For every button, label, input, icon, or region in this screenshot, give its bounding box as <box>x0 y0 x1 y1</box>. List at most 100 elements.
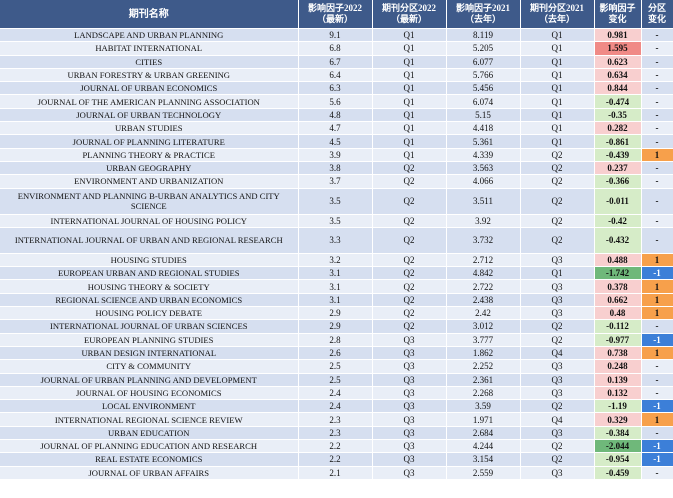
if-2022-cell: 2.5 <box>298 359 373 374</box>
quartile-2021-cell: Q4 <box>520 346 595 361</box>
journal-name-cell: URBAN STUDIES <box>0 121 299 136</box>
table-row[interactable]: EUROPEAN URBAN AND REGIONAL STUDIES 3.1 Q2… <box>0 266 673 281</box>
header-quartile-change[interactable]: 分区 变化 <box>641 0 673 29</box>
quartile-2021-cell: Q3 <box>520 373 595 387</box>
table-row[interactable]: JOURNAL OF PLANNING EDUCATION AND RESEAR… <box>0 439 673 454</box>
quartile-2021-cell: Q1 <box>520 55 595 69</box>
table-row[interactable]: CITIES 6.7 Q1 6.077 Q1 0.623- <box>0 55 673 69</box>
quartile-2021-cell: Q3 <box>520 386 595 401</box>
quartile-2022-cell: Q3 <box>372 373 447 387</box>
if-change-cell: -0.42 <box>594 214 642 228</box>
table-row[interactable]: JOURNAL OF PLANNING LITERATURE 4.5 Q1 5.361… <box>0 134 673 149</box>
if-2022-cell: 3.1 <box>298 279 373 294</box>
table-row[interactable]: INTERNATIONAL JOURNAL OF URBAN AND REGIO… <box>0 227 673 254</box>
table-row[interactable]: JOURNAL OF URBAN PLANNING AND DEVELOPMEN… <box>0 373 673 387</box>
if-change-cell: -0.861 <box>594 134 642 149</box>
header-if-2021[interactable]: 影响因子2021 （去年） <box>446 0 521 29</box>
if-change-cell: 1.595 <box>594 41 642 56</box>
journal-name-cell: INTERNATIONAL JOURNAL OF HOUSING POLICY <box>0 214 299 228</box>
table-row[interactable]: JOURNAL OF URBAN TECHNOLOGY 4.8 Q1 5.15 Q1 -0… <box>0 108 673 123</box>
if-2022-cell: 4.8 <box>298 108 373 123</box>
table-row[interactable]: INTERNATIONAL REGIONAL SCIENCE REVIEW 2.3… <box>0 412 673 427</box>
if-2022-cell: 2.2 <box>298 452 373 467</box>
table-row[interactable]: HOUSING POLICY DEBATE 2.9 Q2 2.42 Q3 0.48 1 <box>0 306 673 321</box>
if-2021-cell: 5.15 <box>446 108 521 123</box>
table-row[interactable]: REGIONAL SCIENCE AND URBAN ECONOMICS 3.1 Q… <box>0 293 673 308</box>
quartile-change-cell: - <box>641 227 673 254</box>
header-if-change[interactable]: 影响因子 变化 <box>594 0 642 29</box>
quartile-change-cell: - <box>641 188 673 215</box>
journal-name-cell: JOURNAL OF URBAN PLANNING AND DEVELOPMEN… <box>0 373 299 387</box>
journal-name-cell: HOUSING THEORY & SOCIETY <box>0 279 299 294</box>
table-row[interactable]: PLANNING THEORY & PRACTICE 3.9 Q1 4.339 Q2 -0… <box>0 148 673 162</box>
if-2021-cell: 2.712 <box>446 253 521 268</box>
table-row[interactable]: URBAN DESIGN INTERNATIONAL 2.6 Q3 1.862 Q4 0.… <box>0 346 673 361</box>
if-2022-cell: 2.4 <box>298 386 373 401</box>
quartile-2022-cell: Q3 <box>372 426 447 441</box>
quartile-2022-cell: Q3 <box>372 412 447 427</box>
quartile-2022-cell: Q1 <box>372 148 447 162</box>
table-row[interactable]: INTERNATIONAL JOURNAL OF HOUSING POLICY 3… <box>0 214 673 228</box>
quartile-2021-cell: Q2 <box>520 148 595 162</box>
header-quartile-2022[interactable]: 期刊分区2022 （最新） <box>372 0 447 29</box>
table-row[interactable]: CITY & COMMUNITY 2.5 Q3 2.252 Q3 0.248- <box>0 359 673 374</box>
table-row[interactable]: HOUSING STUDIES 3.2 Q2 2.712 Q3 0.488 1 <box>0 253 673 268</box>
if-change-cell: -0.35 <box>594 108 642 123</box>
if-change-cell: -0.459 <box>594 466 642 480</box>
table-row[interactable]: URBAN FORESTRY & URBAN GREENING 6.4 Q1 5.76… <box>0 68 673 83</box>
if-change-cell: -0.432 <box>594 227 642 254</box>
table-row[interactable]: JOURNAL OF HOUSING ECONOMICS 2.4 Q3 2.268 Q3… <box>0 386 673 401</box>
quartile-2021-cell: Q2 <box>520 188 595 215</box>
table-row[interactable]: URBAN GEOGRAPHY 3.8 Q2 3.563 Q2 0.237- <box>0 161 673 176</box>
quartile-2022-cell: Q1 <box>372 81 447 96</box>
journal-name-cell: ENVIRONMENT AND URBANIZATION <box>0 174 299 189</box>
table-row[interactable]: INTERNATIONAL JOURNAL OF URBAN SCIENCES 2… <box>0 319 673 334</box>
table-row[interactable]: LOCAL ENVIRONMENT 2.4 Q3 3.59 Q2 -1.19 -1 <box>0 399 673 414</box>
quartile-2021-cell: Q3 <box>520 306 595 321</box>
quartile-change-cell: 1 <box>641 306 673 321</box>
quartile-change-cell: - <box>641 68 673 83</box>
header-quartile-2021[interactable]: 期刊分区2021 （去年） <box>520 0 595 29</box>
if-2021-cell: 5.205 <box>446 41 521 56</box>
quartile-2022-cell: Q2 <box>372 188 447 215</box>
quartile-change-cell: - <box>641 161 673 176</box>
quartile-2022-cell: Q2 <box>372 306 447 321</box>
quartile-2021-cell: Q2 <box>520 399 595 414</box>
table-row[interactable]: HOUSING THEORY & SOCIETY 3.1 Q2 2.722 Q3 0.37… <box>0 279 673 294</box>
header-if-2022[interactable]: 影响因子2022 （最新） <box>298 0 373 29</box>
if-2021-cell: 3.511 <box>446 188 521 215</box>
quartile-2021-cell: Q1 <box>520 108 595 123</box>
if-2022-cell: 3.3 <box>298 227 373 254</box>
if-2022-cell: 9.1 <box>298 28 373 43</box>
quartile-2022-cell: Q3 <box>372 386 447 401</box>
quartile-2021-cell: Q4 <box>520 412 595 427</box>
table-row[interactable]: URBAN STUDIES 4.7 Q1 4.418 Q1 0.282- <box>0 121 673 136</box>
if-2021-cell: 2.268 <box>446 386 521 401</box>
table-row[interactable]: HABITAT INTERNATIONAL 6.8 Q1 5.205 Q1 1.595- <box>0 41 673 56</box>
table-row[interactable]: ENVIRONMENT AND PLANNING B-URBAN ANALYTI… <box>0 188 673 215</box>
if-2022-cell: 3.7 <box>298 174 373 189</box>
if-change-cell: -2.044 <box>594 439 642 454</box>
table-row[interactable]: LANDSCAPE AND URBAN PLANNING 9.1 Q1 8.119 Q1… <box>0 28 673 43</box>
quartile-change-cell: - <box>641 386 673 401</box>
quartile-2021-cell: Q2 <box>520 439 595 454</box>
journal-name-cell: INTERNATIONAL JOURNAL OF URBAN AND REGIO… <box>0 227 299 254</box>
if-change-cell: 0.623 <box>594 55 642 69</box>
table-row[interactable]: URBAN EDUCATION 2.3 Q3 2.684 Q3 -0.384- <box>0 426 673 441</box>
table-row[interactable]: JOURNAL OF THE AMERICAN PLANNING ASSOCIA… <box>0 94 673 109</box>
quartile-2022-cell: Q2 <box>372 293 447 308</box>
if-change-cell: -0.366 <box>594 174 642 189</box>
table-row[interactable]: ENVIRONMENT AND URBANIZATION 3.7 Q2 4.066 Q2… <box>0 174 673 189</box>
table-row[interactable]: EUROPEAN PLANNING STUDIES 2.8 Q3 3.777 Q2 -0.… <box>0 333 673 347</box>
quartile-2022-cell: Q2 <box>372 253 447 268</box>
quartile-change-cell: -1 <box>641 399 673 414</box>
header-journal-name[interactable]: 期刊名称 <box>0 0 299 29</box>
table-row[interactable]: JOURNAL OF URBAN AFFAIRS 2.1 Q3 2.559 Q3 -0.4… <box>0 466 673 480</box>
if-2022-cell: 2.1 <box>298 466 373 480</box>
table-row[interactable]: JOURNAL OF URBAN ECONOMICS 6.3 Q1 5.456 Q1 0.… <box>0 81 673 96</box>
if-change-cell: 0.248 <box>594 359 642 374</box>
quartile-change-cell: - <box>641 81 673 96</box>
if-2022-cell: 3.1 <box>298 266 373 281</box>
journal-name-cell: JOURNAL OF URBAN TECHNOLOGY <box>0 108 299 123</box>
table-row[interactable]: REAL ESTATE ECONOMICS 2.2 Q3 3.154 Q2 -0.954-… <box>0 452 673 467</box>
